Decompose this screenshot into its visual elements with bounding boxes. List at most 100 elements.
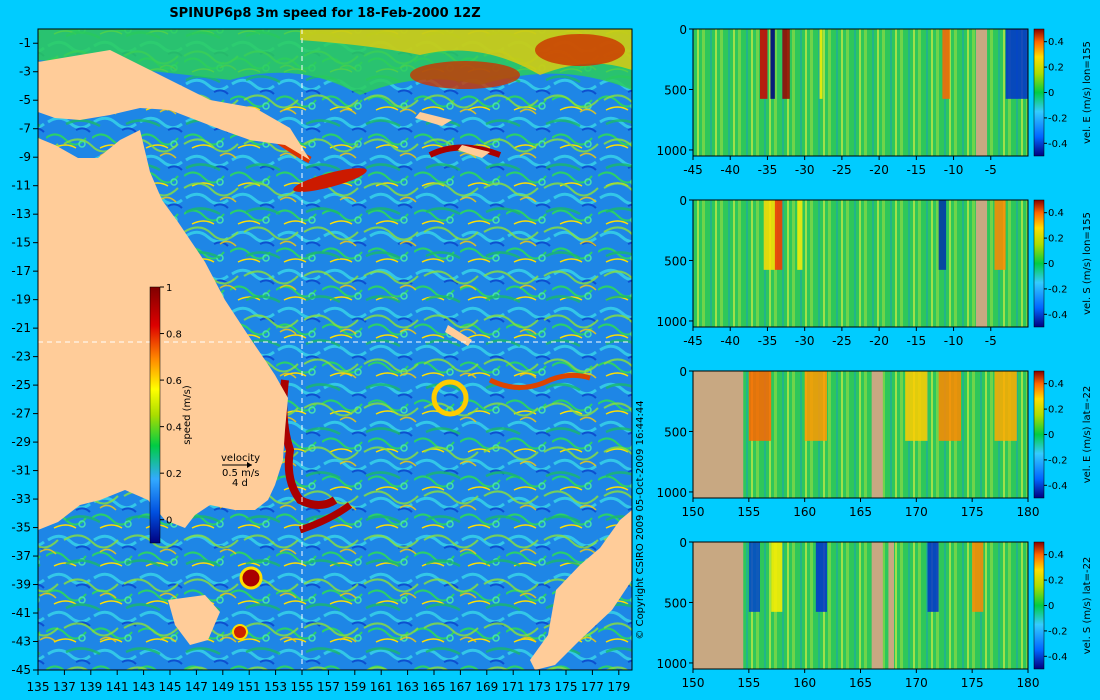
y-tick-label: -15 (11, 236, 31, 250)
x-tick-label: 165 (849, 505, 872, 519)
section-field (693, 29, 1028, 156)
x-tick-label: 180 (1017, 505, 1040, 519)
x-tick-label: -5 (985, 163, 997, 177)
x-tick-label: -15 (907, 163, 927, 177)
colorbar-tick-label: 0.4 (1048, 379, 1064, 390)
velocity-band (797, 200, 803, 270)
x-tick-label: 155 (737, 676, 760, 690)
colorbar-tick-label: -0.4 (1048, 652, 1068, 663)
velocity-band (770, 29, 775, 99)
speed-colorbar: 0 0.2 0.4 0.6 0.8 1 speed (m/s) (149, 283, 193, 544)
section-panel-2: -45 -40 -35 -30 -25 -20 -15 -10 -5 0 500 1000 0.4 0.2… (656, 194, 1093, 348)
y-tick-label: 500 (664, 596, 687, 610)
colorbar-tick-label: -0.2 (1048, 455, 1068, 466)
x-tick-label: 163 (396, 680, 419, 694)
colorbar-tick-label: 0 (1048, 259, 1054, 270)
bathymetry-mask (975, 29, 988, 156)
colorbar-tick-label: 0 (1048, 430, 1054, 441)
colorbar-tick-label: 1 (166, 283, 172, 294)
main-map: SPINUP6p8 3m speed for 18-Feb-2000 12Z (11, 6, 646, 694)
x-tick-label: -30 (795, 334, 815, 348)
colorbar-tick-label: -0.2 (1048, 284, 1068, 295)
y-tick-label: -33 (11, 492, 31, 506)
panel-ylabel: vel. S (m/s) lat=-22 (1082, 557, 1093, 655)
x-tick-label: 159 (343, 680, 366, 694)
velocity-band (1005, 29, 1028, 99)
colorbar-tick-label: 0.4 (1048, 37, 1064, 48)
bathymetry-mask (888, 542, 894, 669)
x-tick-label: 175 (961, 505, 984, 519)
velocity-band (804, 371, 827, 441)
colorbar-tick-label: 0.2 (1048, 405, 1064, 416)
velocity-band (927, 542, 939, 612)
y-tick-label: -5 (19, 93, 31, 107)
y-tick-label: -9 (19, 150, 31, 164)
x-tick-label: 155 (291, 680, 314, 694)
velocity-band (763, 200, 775, 270)
x-tick-label: 150 (682, 676, 705, 690)
velocity-band (938, 371, 961, 441)
map-title: SPINUP6p8 3m speed for 18-Feb-2000 12Z (169, 6, 480, 21)
colorbar-gradient (149, 286, 161, 544)
section-panel-3: 150 155 160 165 170 175 180 0 500 1000 0.4 0.2 0 -0.2… (656, 365, 1093, 519)
x-tick-label: -25 (832, 163, 852, 177)
colorbar-tick-label: 0 (166, 516, 172, 527)
x-tick-label: 157 (317, 680, 340, 694)
map-x-axis: 135 137 139 141 143 145 147 149 151 153 155 157 159 1… (27, 670, 630, 694)
x-tick-label: 170 (905, 505, 928, 519)
x-tick-label: -45 (683, 334, 703, 348)
x-tick-label: 179 (607, 680, 630, 694)
colorbar-tick-label: 0.4 (166, 423, 182, 434)
panel-ylabel: vel. S (m/s) lon=155 (1082, 212, 1093, 315)
x-tick-label: -20 (869, 163, 889, 177)
y-tick-label: 1000 (656, 486, 687, 500)
x-tick-label: -15 (907, 334, 927, 348)
velocity-band (782, 29, 790, 99)
map-frame (37, 28, 633, 671)
x-tick-label: -10 (944, 163, 964, 177)
y-tick-label: -25 (11, 378, 31, 392)
x-tick-label: 169 (475, 680, 498, 694)
bathymetry-mask (871, 542, 883, 669)
colorbar-tick-label: 0 (1048, 88, 1054, 99)
x-tick-label: 165 (423, 680, 446, 694)
y-tick-label: 1000 (656, 315, 687, 329)
x-tick-label: 175 (555, 680, 578, 694)
x-tick-label: 150 (682, 505, 705, 519)
velocity-band (942, 29, 950, 99)
colorbar-tick-label: 0.2 (1048, 576, 1064, 587)
bathymetry-mask (871, 371, 883, 498)
y-tick-label: -37 (11, 549, 31, 563)
x-tick-label: 149 (211, 680, 234, 694)
land-australia (38, 130, 288, 530)
velocity-band (748, 371, 772, 441)
x-tick-label: 153 (264, 680, 287, 694)
velocity-band (774, 200, 783, 270)
x-tick-label: 143 (132, 680, 155, 694)
map-y-axis: -1 -3 -5 -7 -9 -11 -13 -15 -17 -19 -21 -23 -25 -27 -29… (11, 36, 38, 677)
x-tick-label: 170 (905, 676, 928, 690)
velocity-band (815, 542, 827, 612)
velocity-key: velocity 0.5 m/s 4 d (221, 453, 260, 489)
x-tick-label: 161 (370, 680, 393, 694)
colorbar-tick-label: 0.6 (166, 376, 182, 387)
y-tick-label: 0 (679, 23, 687, 37)
y-tick-label: -11 (11, 179, 31, 193)
y-tick-label: 0 (679, 536, 687, 550)
x-tick-label: 167 (449, 680, 472, 694)
x-tick-label: 171 (502, 680, 525, 694)
panel-ylabel: vel. E (m/s) lon=155 (1082, 41, 1093, 144)
colorbar-tick-label: 0.4 (1048, 208, 1064, 219)
x-tick-label: 151 (238, 680, 261, 694)
colorbar-tick-label: -0.2 (1048, 626, 1068, 637)
x-tick-label: 160 (793, 676, 816, 690)
velocity-band (760, 29, 768, 99)
velocity-band (819, 29, 823, 99)
y-tick-label: -39 (11, 578, 31, 592)
x-tick-label: 165 (849, 676, 872, 690)
x-tick-label: 145 (159, 680, 182, 694)
x-tick-label: -25 (832, 334, 852, 348)
x-tick-label: 155 (737, 505, 760, 519)
y-tick-label: -17 (11, 264, 31, 278)
